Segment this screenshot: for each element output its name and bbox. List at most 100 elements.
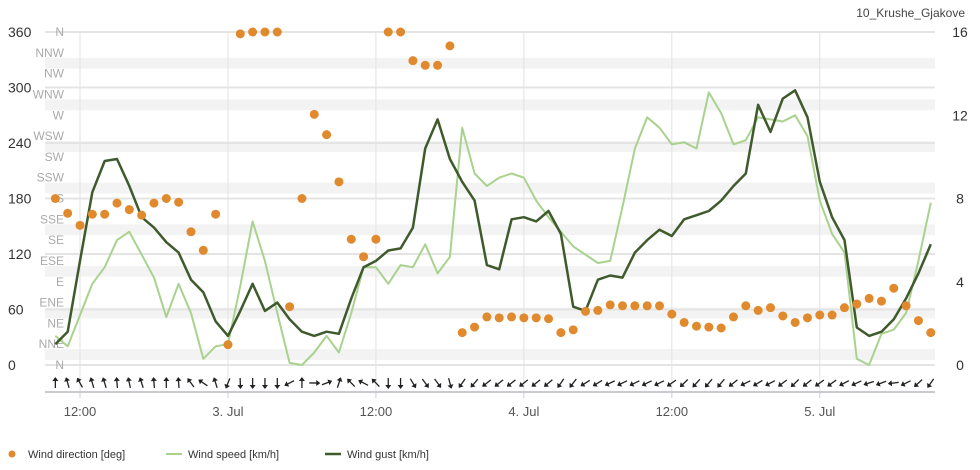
wind-arrow-icon (505, 378, 517, 390)
legend-dot-icon (9, 451, 16, 458)
wind-arrow-icon (100, 376, 109, 388)
wind-arrow-icon (262, 378, 268, 389)
wind-direction-point (51, 194, 60, 203)
legend-item-direction[interactable]: Wind direction [deg] (9, 449, 126, 461)
wind-direction-point (100, 210, 109, 219)
wind-direction-point (778, 311, 787, 320)
wind-arrow-icon (137, 376, 146, 388)
wind-arrow-icon (321, 378, 333, 388)
wind-arrow-icon (283, 378, 296, 388)
wind-arrow-icon (789, 377, 801, 389)
wind-direction-point (729, 312, 738, 321)
wind-arrow-icon (764, 378, 777, 388)
wind-direction-point (926, 328, 935, 337)
compass-label: NNW (35, 46, 64, 60)
arrow-head (628, 381, 634, 388)
wind-direction-point (741, 301, 750, 310)
arrow-head (299, 377, 305, 381)
wind-direction-point (248, 28, 257, 37)
wind-arrow-icon (591, 378, 604, 389)
right-tick-label: 12 (952, 107, 968, 123)
wind-direction-point (507, 312, 516, 321)
wind-arrow-icon (678, 377, 690, 389)
wind-direction-point (815, 311, 824, 320)
arrow-head (398, 385, 404, 389)
compass-label: N (55, 358, 64, 372)
wind-arrow-icon (480, 378, 492, 390)
wind-arrow-icon (838, 378, 851, 388)
x-tick-label: 5. Jul (804, 404, 835, 419)
wind-direction-point (902, 301, 911, 310)
arrow-head (88, 376, 95, 382)
wind-direction-point (865, 294, 874, 303)
arrow-head (887, 380, 892, 386)
legend-item-speed[interactable]: Wind speed [km/h] (166, 449, 279, 461)
wind-direction-point (137, 211, 146, 220)
legend-label: Wind direction [deg] (28, 449, 125, 461)
wind-direction-point (667, 310, 676, 319)
wind-arrow-icon (211, 376, 220, 388)
arrow-head (316, 380, 320, 386)
wind-direction-point (396, 28, 405, 37)
compass-label: SSW (37, 171, 65, 185)
arrow-head (63, 376, 70, 381)
arrow-head (262, 385, 268, 389)
wind-arrow-icon (715, 377, 727, 389)
wind-arrow-icon (640, 378, 653, 388)
wind-direction-point (371, 235, 380, 244)
wind-direction-point (544, 314, 553, 323)
wind-direction-point (470, 323, 479, 332)
arrow-head (899, 381, 905, 388)
wind-arrow-icon (690, 377, 702, 389)
wind-arrow-icon (113, 377, 120, 388)
wind-arrow-icon (398, 378, 404, 389)
arrow-head (764, 381, 770, 388)
wind-arrow-icon (335, 376, 344, 388)
wind-arrow-icon (88, 376, 97, 388)
left-tick-label: 0 (8, 357, 16, 373)
arrow-head (456, 383, 463, 390)
wind-direction-point (236, 29, 245, 38)
x-tick-label: 12:00 (656, 404, 689, 419)
arrow-head (448, 384, 455, 389)
left-tick-label: 120 (8, 246, 32, 262)
wind-direction-point (125, 205, 134, 214)
legend-item-gust[interactable]: Wind gust [km/h] (325, 449, 429, 461)
wind-direction-point (852, 299, 861, 308)
wind-gust-line (55, 90, 931, 344)
arrow-head (838, 381, 844, 388)
wind-direction-point (445, 41, 454, 50)
compass-label: NE (47, 316, 64, 330)
wind-arrow-icon (603, 378, 616, 388)
wind-direction-point (334, 177, 343, 186)
arrow-head (875, 381, 881, 388)
wind-direction-point (384, 28, 393, 37)
wind-direction-point (803, 313, 812, 322)
wind-arrow-icon (653, 378, 666, 388)
arrow-head (150, 377, 156, 382)
wind-arrow-icon (925, 377, 936, 389)
wind-direction-point (199, 246, 208, 255)
arrow-head (653, 381, 659, 388)
arrow-head (603, 381, 609, 388)
wind-arrow-icon (175, 377, 182, 388)
legend-label: Wind speed [km/h] (188, 449, 279, 461)
wind-arrow-icon (616, 378, 629, 388)
arrow-head (850, 381, 856, 388)
wind-arrow-icon (530, 378, 542, 390)
wind-direction-point (310, 110, 319, 119)
wind-direction-point (285, 302, 294, 311)
compass-label: N (55, 25, 64, 39)
arrow-head (751, 381, 758, 388)
compass-label: WSW (33, 129, 64, 143)
arrow-head (163, 377, 169, 381)
wind-arrow-icon (751, 378, 764, 389)
wind-direction-point (211, 210, 220, 219)
compass-label: ENE (39, 296, 64, 310)
arrow-head (197, 377, 204, 384)
left-tick-label: 60 (8, 302, 24, 318)
x-tick-label: 3. Jul (212, 404, 243, 419)
wind-arrow-icon (197, 377, 209, 388)
